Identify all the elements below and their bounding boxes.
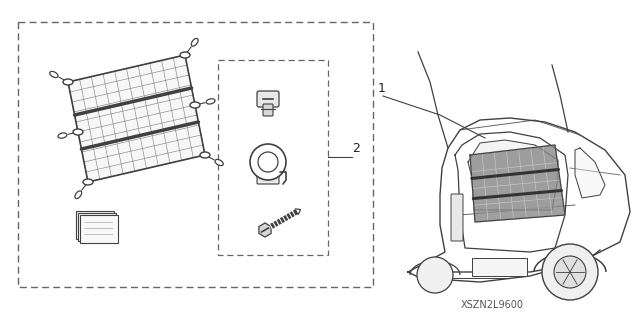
Ellipse shape: [191, 38, 198, 46]
Polygon shape: [470, 145, 565, 222]
Ellipse shape: [75, 191, 82, 199]
FancyBboxPatch shape: [78, 213, 116, 241]
Bar: [18, 22, 373, 287]
Circle shape: [258, 152, 278, 172]
FancyBboxPatch shape: [80, 215, 118, 243]
Circle shape: [542, 244, 598, 300]
Circle shape: [250, 144, 286, 180]
Polygon shape: [468, 140, 558, 210]
FancyBboxPatch shape: [451, 194, 463, 241]
Bar: [472, 258, 527, 276]
Ellipse shape: [73, 129, 83, 135]
Ellipse shape: [180, 52, 190, 58]
Ellipse shape: [50, 71, 58, 78]
Text: 1: 1: [378, 82, 386, 95]
Circle shape: [417, 257, 453, 293]
Text: 2: 2: [352, 142, 360, 155]
Polygon shape: [68, 55, 205, 182]
Ellipse shape: [58, 133, 67, 138]
Circle shape: [554, 256, 586, 288]
Polygon shape: [575, 148, 605, 198]
Ellipse shape: [83, 179, 93, 185]
Ellipse shape: [215, 160, 223, 166]
FancyBboxPatch shape: [76, 211, 114, 239]
Ellipse shape: [63, 79, 73, 85]
Polygon shape: [259, 223, 271, 237]
Ellipse shape: [200, 152, 210, 158]
Ellipse shape: [206, 99, 215, 104]
FancyBboxPatch shape: [257, 91, 279, 107]
FancyBboxPatch shape: [263, 104, 273, 116]
Bar: [218, 60, 328, 255]
Ellipse shape: [190, 102, 200, 108]
FancyBboxPatch shape: [257, 175, 279, 184]
Text: XSZN2L9600: XSZN2L9600: [461, 300, 524, 310]
